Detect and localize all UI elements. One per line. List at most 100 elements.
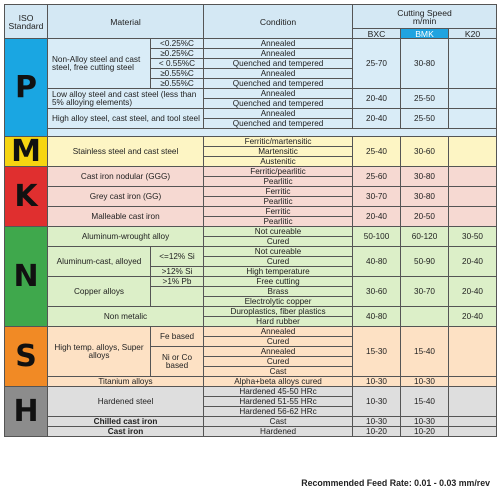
bmk-cell: 20-50 [400,206,450,227]
bmk-header: BMK [400,28,450,39]
bmk-cell: 25-50 [400,108,450,129]
k20-header: K20 [448,28,498,39]
material-cell: Non metalic [46,306,205,327]
bxc-cell: 20-40 [352,88,402,109]
k20-cell [448,206,498,227]
material-cell: Chilled cast iron [46,416,205,427]
k20-cell [448,108,498,129]
material-cell: Copper alloys [47,276,151,307]
table-row: High alloy steel, cast steel, and tool s… [5,108,498,129]
bxc-cell: 10-30 [352,386,402,417]
subcondition-cell: ≥0.25%C [149,48,205,59]
bxc-header: BXC [352,28,402,39]
iso-group-m: M [4,136,48,167]
condition-cell: Austenitic [203,156,354,167]
condition-cell: Not cureable [203,246,354,257]
material-cell: High temp. alloys, Super alloys [47,326,151,377]
bxc-cell: 10-30 [352,416,402,427]
condition-cell: Quenched and tempered [203,98,354,109]
condition-cell: Hardened 56-62 HRc [203,406,354,417]
k20-cell [448,326,498,377]
subcondition-cell: >1% Pb [149,276,205,287]
table-row: Titanium alloys Alpha+beta alloys cured … [5,376,498,387]
bmk-cell: 60-120 [400,226,450,247]
k20-cell: 20-40 [448,276,498,307]
iso-group-n: N [4,226,48,327]
condition-cell: Brass [203,286,354,297]
subcondition-cell: Ni or Co based [149,346,205,377]
material-cell: Grey cast iron (GG) [46,186,205,207]
bxc-cell: 40-80 [352,306,402,327]
condition-cell: Quenched and tempered [203,58,354,69]
k20-cell [448,136,498,167]
bxc-cell: 25-40 [352,136,402,167]
table-row: Cast iron Hardened 10-20 10-20 [5,426,498,437]
material-cell: Aluminum-cast, alloyed [47,246,151,277]
bxc-cell: 30-60 [352,276,402,307]
table-spacer-row [5,128,498,133]
material-header: Material [46,4,205,39]
k20-cell [448,416,498,427]
iso-group-s: S [4,326,48,387]
bxc-cell: 15-30 [352,326,402,377]
bmk-cell: 10-30 [400,376,450,387]
iso-group-k: K [4,166,48,227]
bxc-cell: 25-70 [352,38,402,89]
material-cell: Cast iron nodular (GGG) [46,166,205,187]
bmk-cell: 30-80 [400,166,450,187]
subcondition-cell: Fe based [149,326,205,347]
iso-standard-header: ISO Standard [4,4,48,39]
table-row: N Aluminum-wrought alloy Not cureable 50… [4,226,498,327]
bmk-cell: 30-70 [400,276,450,307]
condition-cell: Cast [203,416,354,427]
condition-cell: Hardened [203,426,354,437]
table-row: Quenched and tempered [5,118,497,129]
subcondition-cell: ≥0.55%C [149,68,205,79]
bxc-cell: 50-100 [352,226,402,247]
feed-rate-note: Recommended Feed Rate: 0.01 - 0.03 mm/re… [301,478,490,488]
bmk-cell: 10-30 [400,416,450,427]
table-row: Aluminum-cast, alloyed <=12% Si Not cure… [5,246,498,277]
condition-cell: Martensitic [203,146,354,157]
table-row: Chilled cast iron Cast 10-30 10-30 [5,416,498,427]
table-row: Low alloy steel and cast steel (less tha… [5,88,498,109]
table-row: H Hardened steel Hardened 45-50 HRc 10-3… [4,386,498,437]
bmk-cell: 30-60 [400,136,450,167]
condition-cell: Cured [203,356,354,367]
cutting-speed-unit: m/min [412,15,437,26]
table-row: K Cast iron nodular (GGG) Ferritic/pearl… [4,166,498,227]
material-cell: Hardened steel [46,386,205,417]
table-row: Grey cast iron (GG) Ferritic 30-70 30-80 [5,186,498,207]
condition-cell: Annealed [203,48,354,59]
material-cell: Low alloy steel and cast steel (less tha… [46,88,205,109]
material-cell: Cast iron [46,426,205,437]
bmk-cell: 15-40 [400,386,450,417]
subcondition-cell: >12% Si [149,266,205,277]
condition-cell: Ferritic [203,206,354,217]
k20-cell [448,166,498,187]
condition-cell: Electrolytic copper [203,296,354,307]
cutting-speed-title: Cutting Speed [397,7,452,18]
iso-group-h: H [4,386,48,437]
material-cell: Malleable cast iron [46,206,205,227]
bmk-cell: 30-80 [400,186,450,207]
table-row: Copper alloys >1% Pb Free cutting 30-60 … [5,276,498,307]
material-cell: Aluminum-wrought alloy [46,226,205,247]
condition-cell: Cast [203,366,354,377]
bmk-cell: 25-50 [400,88,450,109]
subcondition-cell: <=12% Si [149,246,205,267]
table-row: M Stainless steel and cast steel Ferriti… [4,136,498,167]
condition-cell: Annealed [203,346,354,357]
condition-cell: Pearlitic [203,196,354,207]
condition-cell: Annealed [203,38,354,49]
condition-cell: Hardened 45-50 HRc [203,386,354,397]
condition-cell: Annealed [203,108,354,119]
condition-cell: Ferritic [203,186,354,197]
material-cell: Non-Alloy steel and cast steel, free cut… [47,38,151,89]
condition-cell: Ferritic/pearlitic [203,166,354,177]
k20-cell [448,88,498,109]
condition-cell: Cured [203,256,354,267]
k20-cell [448,376,498,387]
bxc-cell: 20-40 [352,108,402,129]
bmk-cell [400,306,450,327]
